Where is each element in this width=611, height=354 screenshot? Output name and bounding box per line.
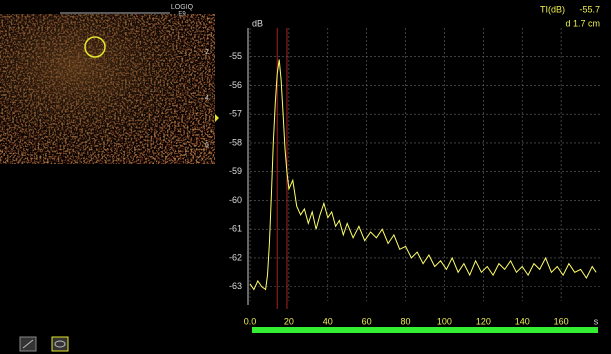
x-tick-label: 160 bbox=[554, 316, 569, 326]
y-tick-label: -60 bbox=[229, 195, 242, 205]
x-tick-label: 80 bbox=[401, 316, 411, 326]
model: E9 bbox=[178, 12, 186, 18]
x-tick-label: 120 bbox=[476, 316, 491, 326]
y-tick-label: -55 bbox=[229, 51, 242, 61]
tissue-glow bbox=[0, 14, 215, 164]
y-tick-label: -56 bbox=[229, 80, 242, 90]
page: LOGIQ E9 2 4 6 TI(dB) -55.7 d 1.7 cm dB … bbox=[0, 0, 611, 354]
x-tick-label: 140 bbox=[515, 316, 530, 326]
y-axis-label: dB bbox=[252, 18, 263, 28]
x-tick-label: 40 bbox=[323, 316, 333, 326]
x-axis-label: s bbox=[594, 316, 599, 326]
roi-button[interactable] bbox=[52, 337, 68, 351]
y-tick-label: -61 bbox=[229, 224, 242, 234]
progress-bar bbox=[252, 327, 598, 333]
x-tick-label: 20 bbox=[284, 316, 294, 326]
depth-label: 6 bbox=[205, 142, 209, 149]
depth-label: 2 bbox=[205, 49, 209, 56]
x-tick-label: 60 bbox=[362, 316, 372, 326]
y-tick-label: -62 bbox=[229, 252, 242, 262]
readout-value: -55.7 bbox=[579, 4, 600, 14]
ultrasound-image: LOGIQ E9 2 4 6 bbox=[0, 4, 219, 164]
y-tick-label: -57 bbox=[229, 109, 242, 119]
readout-label: TI(dB) bbox=[540, 4, 565, 14]
y-tick-label: -59 bbox=[229, 166, 242, 176]
y-tick-label: -58 bbox=[229, 137, 242, 147]
depth-label: 4 bbox=[205, 95, 209, 102]
brand: LOGIQ bbox=[171, 4, 194, 11]
screen: LOGIQ E9 2 4 6 TI(dB) -55.7 d 1.7 cm dB … bbox=[0, 0, 611, 354]
x-tick-label: 0.0 bbox=[244, 316, 257, 326]
x-tick-label: 100 bbox=[437, 316, 452, 326]
y-tick-label: -63 bbox=[229, 281, 242, 291]
readout-depth: d 1.7 cm bbox=[565, 18, 600, 28]
